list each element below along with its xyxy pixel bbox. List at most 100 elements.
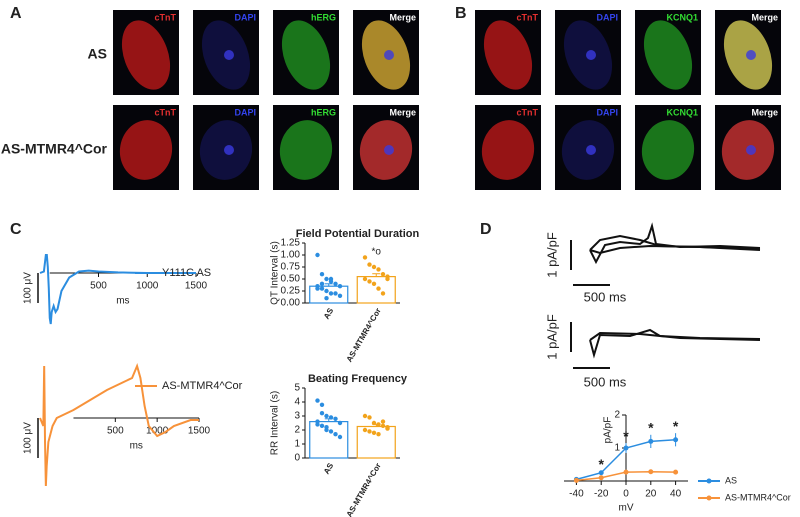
data-point bbox=[324, 413, 329, 419]
data-point bbox=[315, 252, 320, 258]
channel-label: Merge bbox=[751, 107, 778, 117]
data-point bbox=[333, 281, 338, 286]
data-point bbox=[319, 423, 325, 428]
cell bbox=[121, 20, 171, 90]
point bbox=[598, 475, 604, 481]
data-point bbox=[380, 423, 386, 428]
x-axis-label: ms bbox=[116, 296, 129, 307]
data-point bbox=[376, 267, 381, 272]
micrographs: cTnT DAPI hERG Merge cTnT DAPI hERG Merge cTnT DA… bbox=[113, 10, 781, 190]
x-tick-label: 40 bbox=[670, 489, 682, 500]
panel-label: C bbox=[10, 221, 22, 238]
scale-label: 100 μV bbox=[23, 422, 34, 454]
y-tick-label: 1 bbox=[294, 439, 300, 450]
legend-marker bbox=[706, 495, 712, 501]
data-point bbox=[385, 276, 390, 282]
channel-label: cTnT bbox=[155, 107, 177, 117]
channel-label: cTnT bbox=[517, 107, 539, 117]
data-point bbox=[380, 419, 386, 424]
channel-label: hERG bbox=[311, 12, 336, 22]
data-point bbox=[328, 429, 334, 434]
channel-label: cTnT bbox=[517, 12, 539, 22]
data-point bbox=[380, 291, 386, 296]
panel-label: A bbox=[10, 5, 22, 22]
y-tick-label: 2 bbox=[614, 410, 620, 421]
y-tick-label: 1.00 bbox=[281, 250, 301, 261]
data-point bbox=[328, 276, 334, 282]
x-tick-label: AS-MTMR4^Cor bbox=[345, 307, 383, 364]
y-tick-label: 0.50 bbox=[281, 274, 301, 285]
data-point bbox=[367, 415, 372, 420]
channel-label: cTnT bbox=[155, 12, 177, 22]
nucleus bbox=[586, 145, 596, 155]
panel-label: B bbox=[455, 5, 467, 22]
current-traces bbox=[570, 222, 761, 369]
legend-label: AS bbox=[725, 475, 737, 485]
data-point bbox=[362, 276, 368, 282]
channel-label: KCNQ1 bbox=[666, 12, 698, 22]
data-point bbox=[362, 413, 368, 419]
data-point bbox=[376, 422, 381, 427]
y-axis-label: QT Interval (s) bbox=[270, 241, 281, 305]
data-point bbox=[324, 276, 329, 282]
y-axis-label: pA/pF bbox=[603, 417, 614, 444]
significance: * bbox=[673, 418, 679, 434]
data-point bbox=[328, 291, 334, 296]
x-tick-label: -40 bbox=[569, 489, 584, 500]
legend-label: Y111C AS bbox=[162, 267, 211, 279]
data-point bbox=[315, 398, 320, 403]
y-tick-label: 2 bbox=[294, 425, 300, 436]
data-point bbox=[371, 420, 377, 426]
x-tick-label: 500 bbox=[90, 281, 107, 292]
data-point bbox=[324, 288, 329, 294]
y-tick-label: 0.75 bbox=[281, 262, 301, 273]
scale-label: 500 ms bbox=[584, 374, 627, 389]
cell bbox=[481, 120, 535, 180]
point bbox=[623, 469, 629, 475]
nucleus bbox=[746, 50, 756, 60]
data-point bbox=[385, 426, 390, 431]
data-point bbox=[333, 291, 338, 296]
y-tick-label: 4 bbox=[294, 397, 300, 408]
cell bbox=[641, 120, 695, 180]
data-point bbox=[376, 286, 381, 291]
nucleus bbox=[746, 145, 756, 155]
data-point bbox=[362, 255, 368, 260]
nucleus bbox=[224, 50, 234, 60]
data-point bbox=[333, 416, 338, 421]
scale-label: 100 μV bbox=[23, 272, 34, 304]
annotation: *o bbox=[372, 246, 382, 257]
x-axis-label: ms bbox=[130, 441, 143, 452]
data-point bbox=[319, 402, 325, 407]
series-line bbox=[39, 362, 199, 487]
row-label: AS bbox=[88, 46, 107, 62]
x-tick-label: AS-MTMR4^Cor bbox=[345, 462, 383, 517]
data-point bbox=[371, 281, 377, 286]
x-axis-label: mV bbox=[619, 503, 634, 514]
y-tick-label: 0.00 bbox=[281, 298, 301, 309]
nucleus bbox=[224, 145, 234, 155]
chart-title: Field Potential Duration bbox=[296, 228, 420, 240]
x-tick-label: AS bbox=[322, 306, 336, 321]
scale-label: 1 pA/pF bbox=[544, 232, 559, 278]
y-tick-label: 5 bbox=[294, 383, 300, 394]
current-trace bbox=[589, 244, 761, 255]
cell bbox=[483, 20, 533, 90]
y-tick-label: 0.25 bbox=[281, 286, 301, 297]
data-point bbox=[376, 432, 381, 437]
channel-label: DAPI bbox=[596, 107, 618, 117]
current-trace bbox=[589, 222, 761, 265]
y-axis-label: RR Interval (s) bbox=[270, 391, 281, 455]
data-point bbox=[324, 296, 329, 301]
data-point bbox=[337, 434, 343, 440]
point bbox=[648, 469, 654, 475]
y-tick-label: 3 bbox=[294, 411, 300, 422]
x-tick-label: -20 bbox=[594, 489, 609, 500]
data-point bbox=[333, 432, 338, 437]
channel-label: DAPI bbox=[234, 12, 256, 22]
data-point bbox=[315, 419, 320, 424]
cell bbox=[279, 120, 333, 180]
nucleus bbox=[384, 50, 394, 60]
bar bbox=[356, 276, 396, 304]
